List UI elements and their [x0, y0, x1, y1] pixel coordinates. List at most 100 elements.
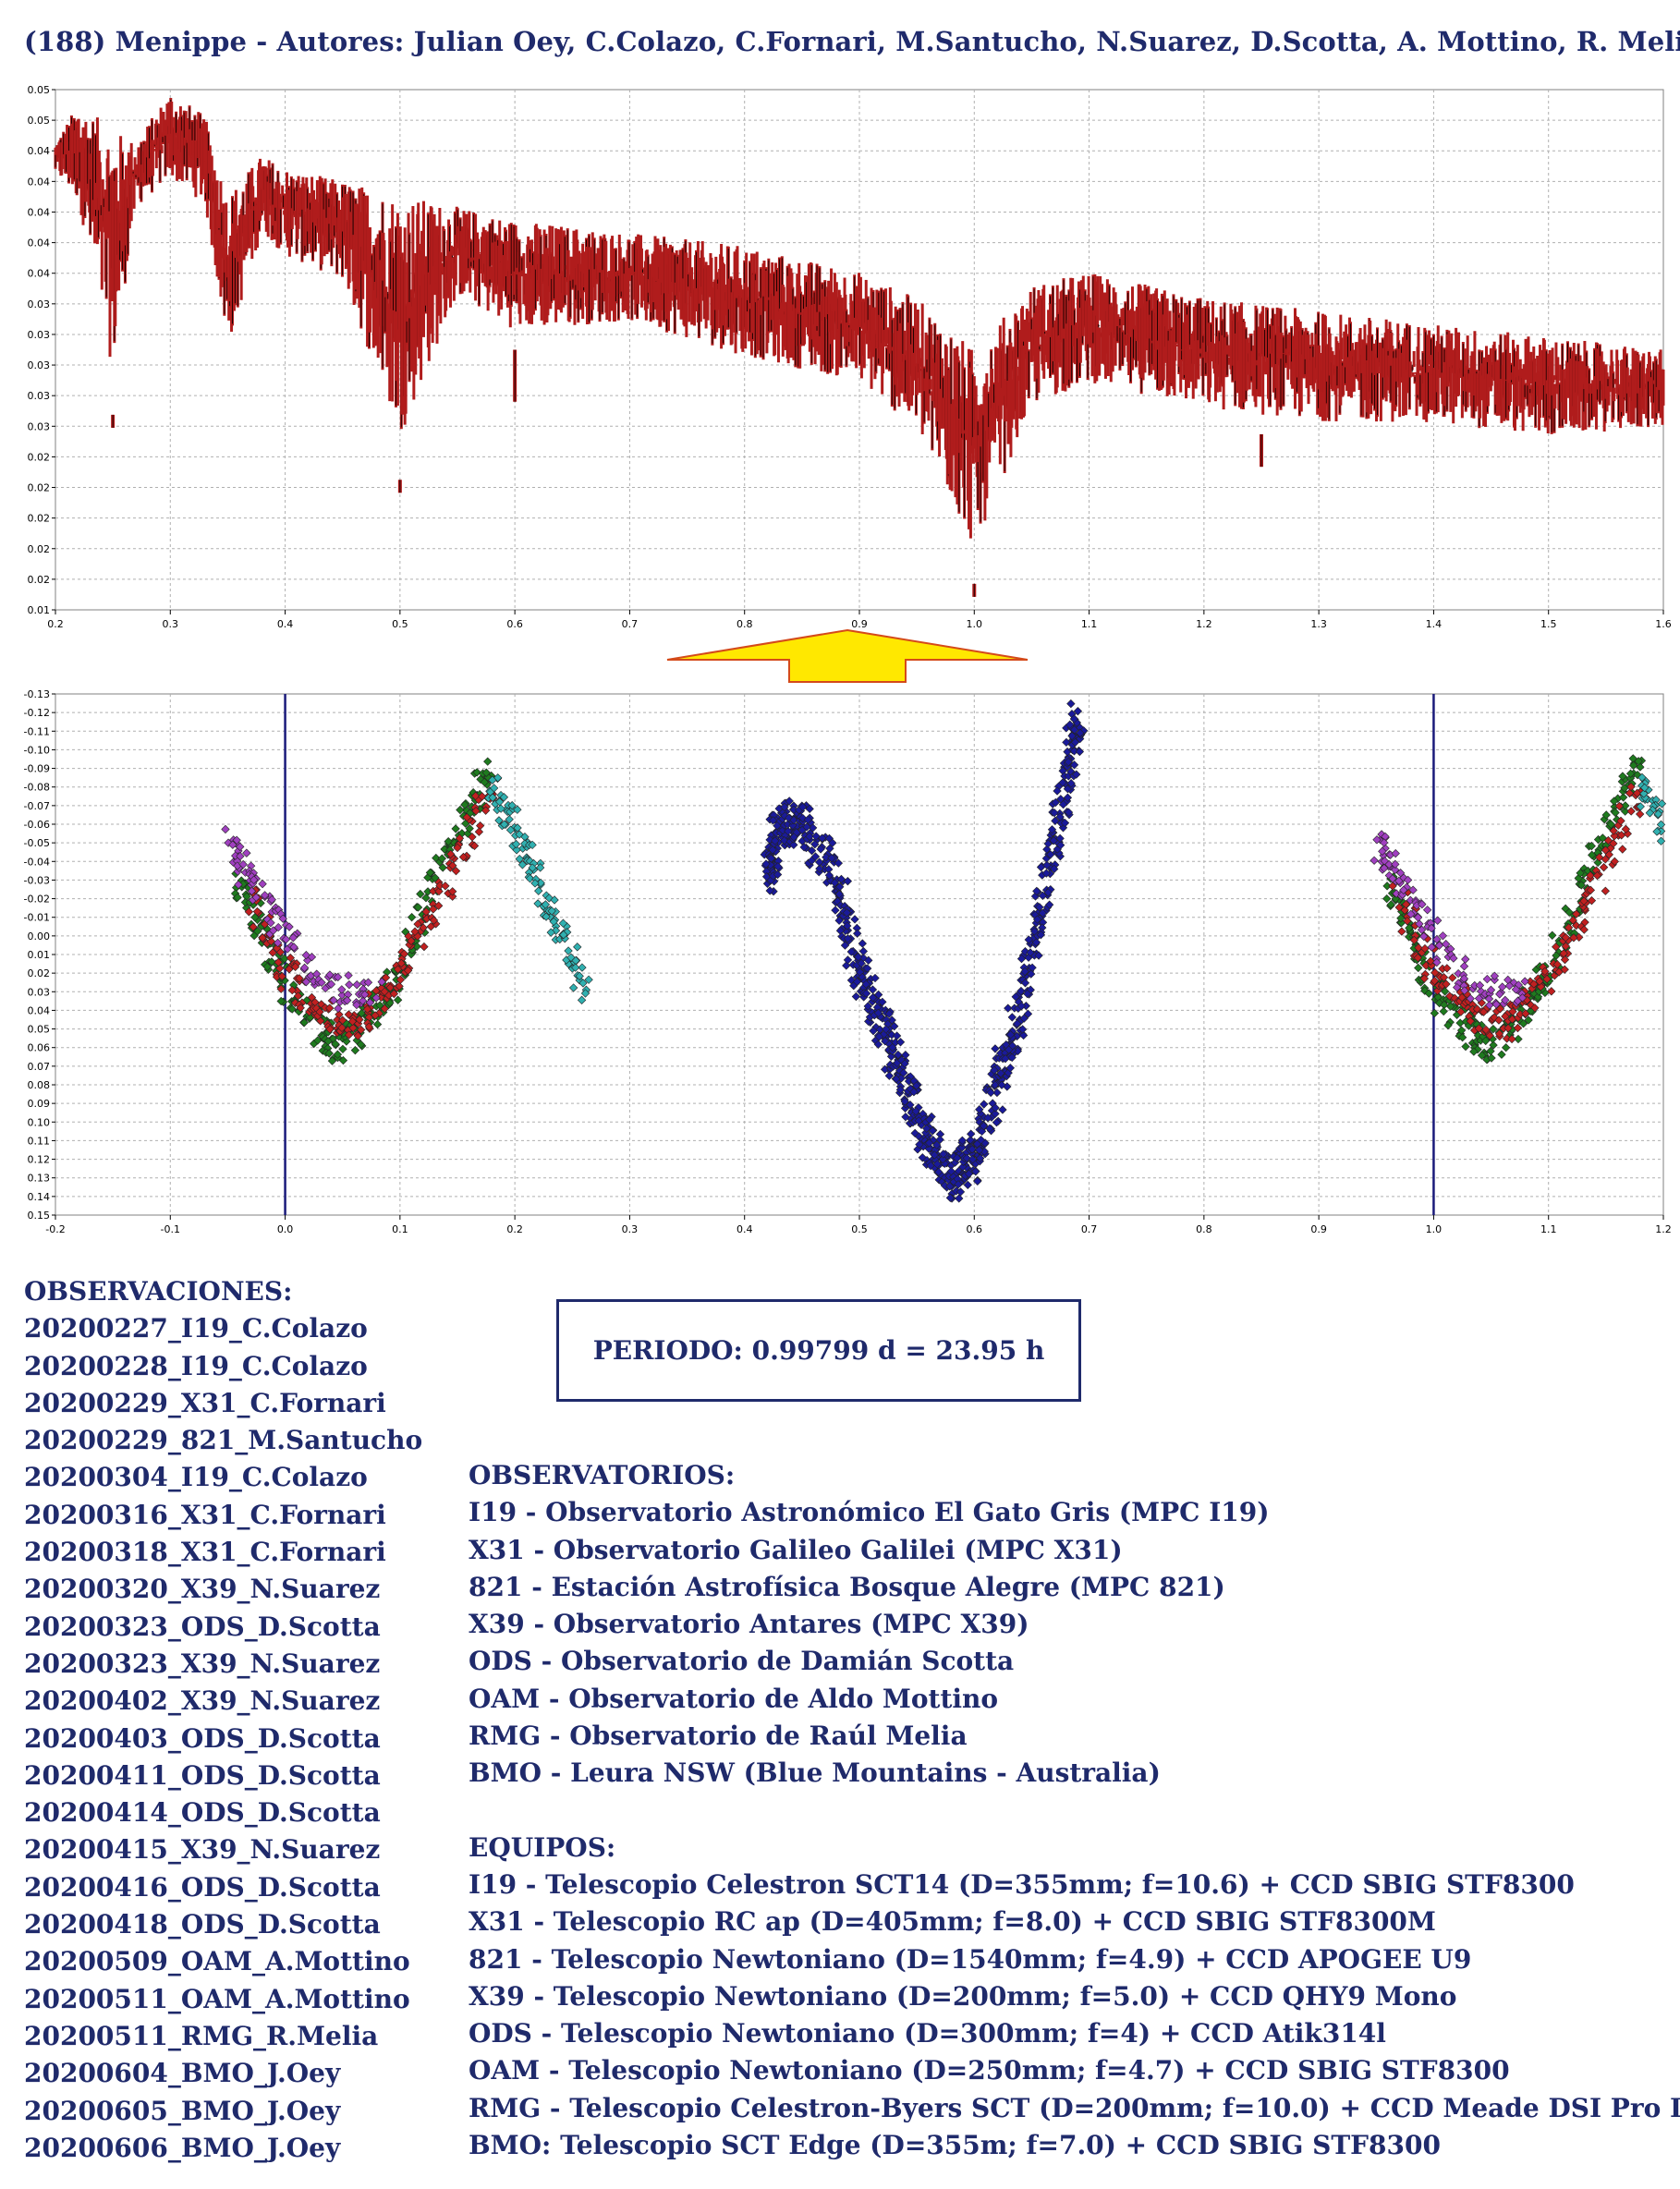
phase-point — [1413, 953, 1423, 963]
observacion-item: 20200316_X31_C.Fornari — [24, 1499, 386, 1530]
phase-point — [299, 963, 310, 973]
phase-point — [1518, 1019, 1528, 1028]
x-tick-label: -0.1 — [161, 1223, 180, 1235]
phase-point — [878, 997, 887, 1007]
phase-point — [1020, 979, 1030, 988]
phase-point — [1645, 809, 1655, 818]
phase-point — [990, 1065, 999, 1075]
phase-point — [260, 891, 270, 900]
phase-point — [444, 837, 453, 846]
phase-point — [789, 815, 798, 825]
phase-point — [252, 906, 262, 917]
phase-point — [1606, 820, 1616, 829]
phase-point — [861, 979, 870, 989]
phase-point — [365, 998, 375, 1007]
phase-point — [932, 1160, 942, 1169]
phase-point — [472, 768, 481, 777]
y-tick-label: 0.01 — [28, 604, 51, 616]
phase-point — [480, 777, 489, 787]
phase-point — [1474, 1024, 1484, 1033]
phase-point — [861, 989, 871, 998]
observatorio-item: I19 - Observatorio Astronómico El Gato G… — [469, 1497, 1270, 1528]
x-tick-label: 1.1 — [1540, 1223, 1557, 1235]
phase-point — [1419, 931, 1429, 942]
phase-point — [238, 859, 248, 870]
phase-point — [1580, 918, 1589, 927]
phase-point — [1049, 836, 1058, 845]
phase-point — [372, 1019, 383, 1029]
phase-point — [1459, 974, 1469, 983]
phase-point — [909, 1088, 919, 1097]
phase-point — [1501, 1012, 1510, 1021]
phase-point — [1587, 841, 1596, 851]
phase-point — [233, 893, 242, 902]
y-tick-label: 0.02 — [28, 967, 51, 979]
phase-point — [1460, 986, 1469, 995]
observatorio-item: ODS - Observatorio de Damián Scotta — [469, 1646, 1015, 1677]
phase-point — [768, 816, 778, 825]
phase-point — [768, 845, 777, 855]
phase-point — [267, 957, 276, 967]
phase-point — [1032, 886, 1041, 896]
phase-point — [1372, 835, 1382, 845]
observacion-item: 20200403_ODS_D.Scotta — [24, 1722, 381, 1754]
phase-point — [1021, 1001, 1031, 1011]
phase-point — [899, 1068, 908, 1077]
phase-point — [236, 851, 245, 861]
phase-point — [468, 833, 477, 842]
phase-point — [266, 918, 275, 928]
observacion-item: 20200411_ODS_D.Scotta — [24, 1759, 381, 1791]
x-tick-label: 1.1 — [1081, 618, 1098, 630]
phase-point — [873, 1008, 883, 1017]
phase-point — [337, 991, 347, 1000]
phase-point — [1403, 917, 1412, 926]
phase-point — [481, 768, 491, 777]
y-tick-label: 0.08 — [28, 1079, 51, 1091]
lightcurve-points — [54, 97, 1665, 597]
phase-point — [1497, 1050, 1506, 1059]
phase-point — [1601, 886, 1611, 895]
phase-point — [1552, 960, 1562, 969]
phase-point — [854, 952, 863, 962]
phase-point — [499, 793, 509, 802]
phase-point — [1618, 772, 1627, 781]
phase-point — [343, 990, 353, 1000]
phase-point — [451, 866, 461, 876]
phase-point — [1035, 903, 1044, 912]
phase-point — [906, 1101, 915, 1110]
phase-point — [1455, 1018, 1465, 1028]
phase-point — [1632, 788, 1642, 798]
y-tick-label: 0.02 — [28, 513, 51, 525]
observatorio-item: X31 - Observatorio Galileo Galilei (MPC … — [469, 1534, 1123, 1565]
phase-point — [846, 947, 856, 956]
phase-point — [799, 843, 809, 852]
phase-point — [1461, 955, 1470, 964]
phase-point — [1056, 840, 1065, 850]
phase-point — [528, 840, 537, 850]
x-tick-label: 0.1 — [392, 1223, 408, 1235]
phase-point — [550, 895, 559, 905]
phase-point — [858, 939, 867, 948]
phase-point — [1569, 933, 1578, 942]
phase-point — [808, 823, 818, 833]
phase-point — [568, 983, 578, 992]
phase-point — [221, 824, 230, 834]
phase-point — [834, 858, 844, 868]
phase-point — [780, 836, 789, 845]
phase-point — [396, 958, 406, 968]
phase-point — [462, 812, 471, 822]
phase-point — [869, 1026, 878, 1036]
phase-point — [1442, 979, 1451, 989]
phase-point — [1430, 968, 1440, 978]
page-title: (188) Menippe - Autores: Julian Oey, C.C… — [24, 26, 1680, 57]
phase-point — [874, 1032, 884, 1041]
phase-point — [295, 974, 304, 983]
observacion-item: 20200229_821_M.Santucho — [24, 1425, 423, 1456]
observacion-item: 20200402_X39_N.Suarez — [24, 1685, 381, 1717]
phase-point — [324, 1049, 334, 1058]
x-tick-label: 0.7 — [622, 618, 639, 630]
phase-point — [1559, 949, 1568, 958]
phase-point — [381, 973, 391, 982]
phase-point — [244, 907, 254, 917]
phase-point — [1027, 969, 1036, 979]
